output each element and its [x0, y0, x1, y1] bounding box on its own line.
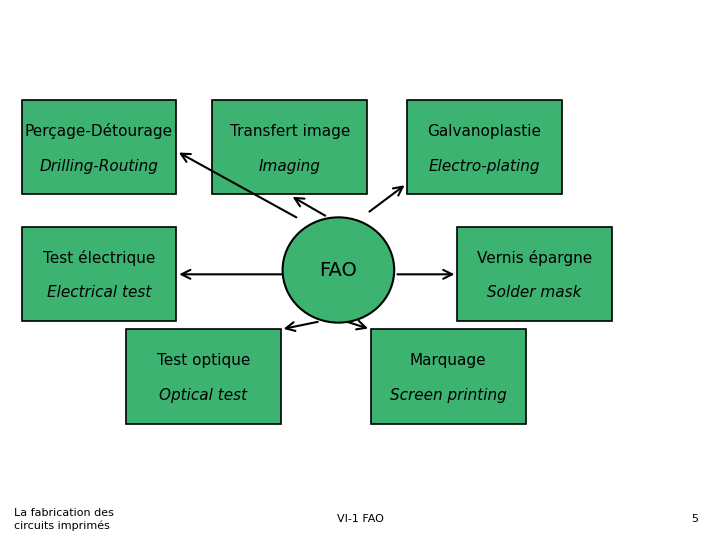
Text: La fabrication des
circuits imprimés: La fabrication des circuits imprimés [14, 508, 114, 531]
Text: Marquage: Marquage [410, 353, 487, 368]
Text: Imaging: Imaging [259, 159, 320, 173]
Text: Optical test: Optical test [159, 388, 248, 403]
FancyBboxPatch shape [457, 227, 612, 321]
Text: Electrical test: Electrical test [47, 286, 151, 300]
FancyBboxPatch shape [22, 227, 176, 321]
Text: Electro-plating: Electro-plating [428, 159, 540, 173]
Text: FAO: FAO [320, 260, 357, 280]
Ellipse shape [282, 217, 395, 322]
FancyBboxPatch shape [407, 100, 562, 194]
FancyBboxPatch shape [212, 100, 367, 194]
Text: Vernis épargne: Vernis épargne [477, 250, 593, 266]
FancyBboxPatch shape [126, 329, 281, 424]
Text: Test électrique: Test électrique [42, 250, 156, 266]
Text: VI-1 FAO: VI-1 FAO [336, 515, 384, 524]
Text: Transfert image: Transfert image [230, 124, 350, 139]
Text: Test optique: Test optique [157, 353, 250, 368]
Text: Solder mask: Solder mask [487, 286, 582, 300]
FancyBboxPatch shape [371, 329, 526, 424]
Text: Drilling-Routing: Drilling-Routing [40, 159, 158, 173]
Text: Galvanoplastie: Galvanoplastie [427, 124, 541, 139]
FancyBboxPatch shape [22, 100, 176, 194]
Text: Perçage-Détourage: Perçage-Détourage [25, 123, 173, 139]
Text: 5: 5 [691, 515, 698, 524]
Text: Screen printing: Screen printing [390, 388, 507, 403]
